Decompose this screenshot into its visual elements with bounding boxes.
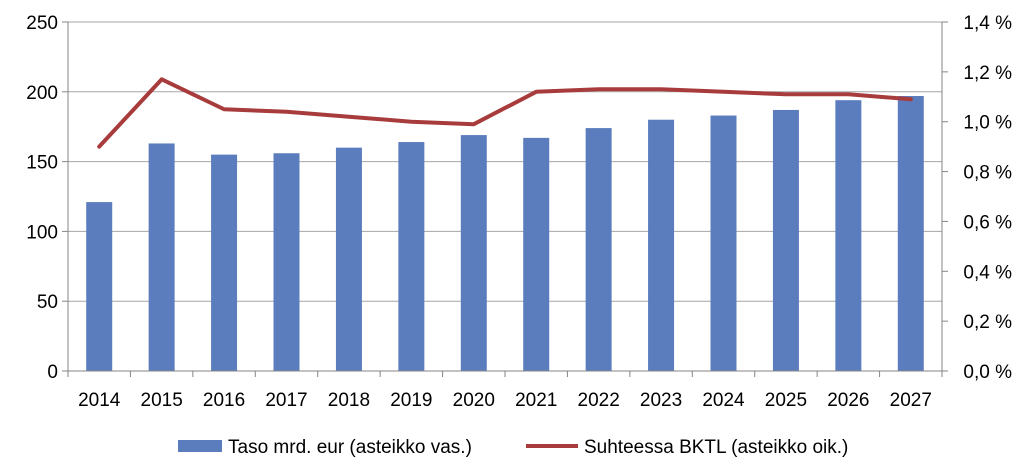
bar xyxy=(523,137,550,371)
left-tick-label: 100 xyxy=(26,222,58,243)
x-tick-label: 2015 xyxy=(141,390,183,411)
bar xyxy=(148,143,175,371)
x-tick-label: 2024 xyxy=(702,390,745,411)
right-tick-label: 0,4 % xyxy=(963,262,1012,283)
x-tick-label: 2019 xyxy=(390,390,432,411)
line-series xyxy=(97,77,913,149)
right-tick-label: 1,4 % xyxy=(963,13,1012,34)
x-tick-label: 2026 xyxy=(827,390,869,411)
bar xyxy=(710,115,737,371)
right-axis-ticks: 0,0 % 0,2 % 0,4 % 0,6 % 0,8 % 1,0 % 1,2 % 1,4 % xyxy=(942,13,1012,383)
bar xyxy=(648,119,675,371)
x-tick-label: 2025 xyxy=(765,390,807,411)
bar-series xyxy=(86,95,924,372)
legend-label-bar: Taso mrd. eur (asteikko vas.) xyxy=(228,437,472,458)
right-tick-label: 0,0 % xyxy=(963,362,1012,383)
bar xyxy=(897,95,924,371)
axes xyxy=(67,22,943,372)
x-tick-label: 2014 xyxy=(78,390,121,411)
right-tick-label: 1,0 % xyxy=(963,113,1012,134)
series-line xyxy=(97,77,913,149)
right-tick-label: 0,8 % xyxy=(963,163,1012,184)
legend-swatch-bar xyxy=(178,440,222,452)
x-tick-label: 2023 xyxy=(640,390,682,411)
right-tick-label: 1,2 % xyxy=(963,63,1012,84)
x-tick-label: 2020 xyxy=(453,390,495,411)
bar xyxy=(398,142,425,371)
x-tick-label: 2016 xyxy=(203,390,245,411)
left-tick-label: 250 xyxy=(26,13,58,34)
right-tick-label: 0,6 % xyxy=(963,212,1012,233)
bar xyxy=(460,135,487,371)
left-axis-ticks: 0 50 100 150 200 250 xyxy=(26,13,68,383)
left-tick-label: 50 xyxy=(37,292,58,313)
x-tick-label: 2022 xyxy=(578,390,620,411)
x-tick-label: 2027 xyxy=(890,390,932,411)
bar xyxy=(211,154,238,371)
grid-lines xyxy=(68,21,942,302)
bar xyxy=(772,109,799,371)
left-tick-label: 150 xyxy=(26,153,58,174)
x-tick-label: 2021 xyxy=(515,390,557,411)
legend-label-line: Suhteessa BKTL (asteikko oik.) xyxy=(584,437,848,458)
right-tick-label: 0,2 % xyxy=(963,312,1012,333)
x-tick-label: 2018 xyxy=(328,390,370,411)
legend: Taso mrd. eur (asteikko vas.) Suhteessa B… xyxy=(178,437,848,458)
bar xyxy=(585,128,612,371)
bar xyxy=(335,147,362,371)
bar xyxy=(86,202,113,371)
left-tick-label: 200 xyxy=(26,83,58,104)
x-tick-label: 2017 xyxy=(265,390,307,411)
left-tick-label: 0 xyxy=(47,362,58,383)
bar xyxy=(835,100,862,372)
bar xyxy=(273,153,300,371)
x-axis-ticks: 2014 2015 2016 2017 2018 2019 2020 2021 2022 2023… xyxy=(67,371,943,411)
